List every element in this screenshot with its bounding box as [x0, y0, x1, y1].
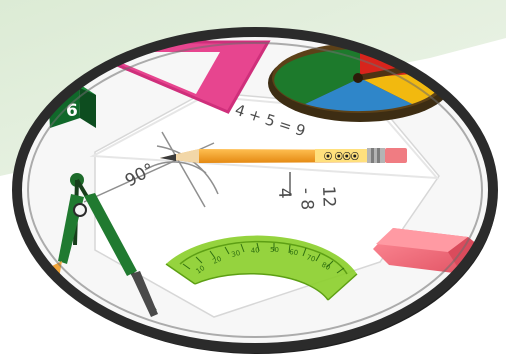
svg-text:40: 40	[250, 246, 260, 255]
subtraction-middle: - 8	[296, 187, 317, 210]
svg-text:80: 80	[320, 261, 332, 272]
spinner-green-segment	[274, 48, 360, 104]
svg-text:60: 60	[289, 248, 299, 257]
dice-number: 6	[66, 101, 78, 121]
svg-text:10: 10	[195, 264, 207, 276]
svg-text:70: 70	[305, 253, 316, 263]
subtraction-result: 4	[274, 187, 294, 199]
drawing-compass	[50, 173, 158, 317]
svg-text:30: 30	[231, 249, 242, 259]
protractor: 10 20 30 40 50 60 70 80	[165, 235, 358, 301]
svg-text:20: 20	[211, 255, 222, 266]
svg-text:⦿ ⦿⦿⦿: ⦿ ⦿⦿⦿	[324, 151, 359, 161]
spinner-blue-segment	[305, 78, 412, 112]
pencil: ⦿ ⦿⦿⦿	[160, 148, 407, 163]
oval-frame-border	[12, 27, 498, 353]
svg-text:50: 50	[270, 246, 279, 254]
subtraction-top: 12	[318, 185, 339, 207]
